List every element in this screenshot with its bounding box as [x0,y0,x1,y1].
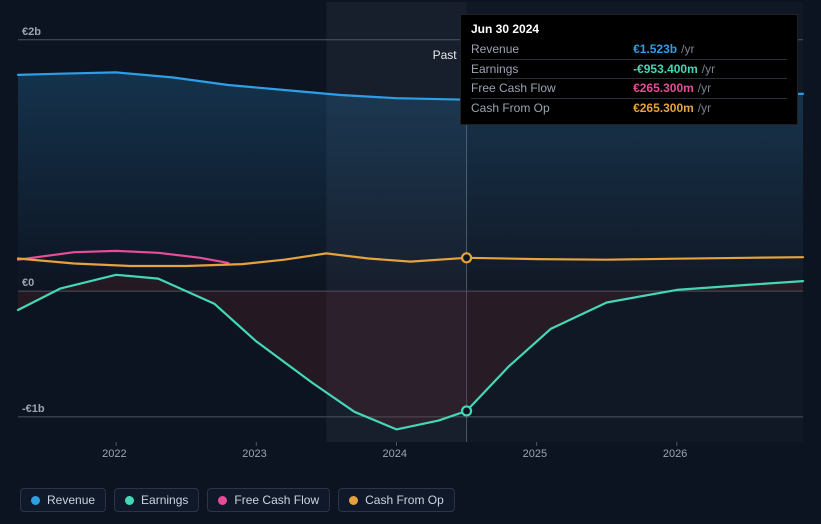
y-axis-label: -€1b [22,403,45,415]
legend-item-fcf[interactable]: Free Cash Flow [207,488,330,512]
x-axis-label: 2023 [242,448,266,460]
chart-wrapper: Past Analysts Forecasts Jun 30 2024 Reve… [0,0,821,524]
tooltip-row-value: €265.300m/yr [619,79,787,99]
legend-label: Cash From Op [365,493,444,507]
tooltip-row: Cash From Op€265.300m/yr [471,99,787,118]
section-label-past: Past [433,48,457,62]
legend-item-cfo[interactable]: Cash From Op [338,488,455,512]
tooltip-table: Revenue€1.523b/yrEarnings-€953.400m/yrFr… [471,40,787,118]
y-axis-label: €2b [22,26,41,38]
cfo-marker [462,253,471,262]
legend-item-earnings[interactable]: Earnings [114,488,199,512]
tooltip-row-value: €1.523b/yr [619,40,787,59]
legend-swatch-icon [218,496,227,505]
tooltip-row-value: €265.300m/yr [619,99,787,118]
tooltip-row-label: Free Cash Flow [471,79,619,99]
tooltip-date: Jun 30 2024 [471,21,787,38]
x-axis-label: 2025 [523,448,547,460]
x-axis-label: 2026 [663,448,687,460]
tooltip-row: Earnings-€953.400m/yr [471,59,787,79]
x-axis-label: 2022 [102,448,126,460]
legend-row: Revenue Earnings Free Cash Flow Cash From O… [20,488,455,512]
legend-label: Earnings [141,493,188,507]
legend-label: Revenue [47,493,95,507]
legend-swatch-icon [31,496,40,505]
legend-label: Free Cash Flow [234,493,319,507]
tooltip-row-label: Revenue [471,40,619,59]
tooltip-row: Free Cash Flow€265.300m/yr [471,79,787,99]
tooltip-row: Revenue€1.523b/yr [471,40,787,59]
tooltip-row-value: -€953.400m/yr [619,59,787,79]
legend-item-revenue[interactable]: Revenue [20,488,106,512]
tooltip-row-label: Earnings [471,59,619,79]
tooltip: Jun 30 2024 Revenue€1.523b/yrEarnings-€9… [460,14,798,125]
legend-swatch-icon [349,496,358,505]
earnings-marker [462,406,471,415]
tooltip-row-label: Cash From Op [471,99,619,118]
legend-swatch-icon [125,496,134,505]
y-axis-label: €0 [22,277,34,289]
x-axis-label: 2024 [382,448,406,460]
